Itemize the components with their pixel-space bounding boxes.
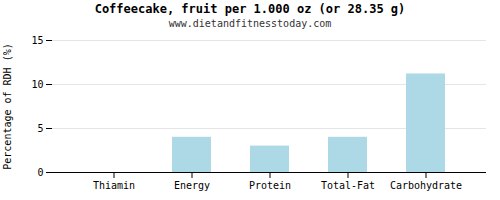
svg-text:Percentage of RDH (%): Percentage of RDH (%) — [2, 43, 13, 169]
svg-text:Energy: Energy — [174, 180, 210, 191]
svg-text:Carbohydrate: Carbohydrate — [390, 180, 462, 191]
svg-text:10: 10 — [31, 79, 43, 90]
html-text:www.dietandfitnesstoday.com: www.dietandfitnesstoday.com — [168, 18, 332, 29]
svg-text:15: 15 — [31, 35, 43, 46]
svg-text:Protein: Protein — [249, 180, 291, 191]
svg-text:Total-Fat: Total-Fat — [321, 180, 375, 191]
svg-text:0: 0 — [37, 167, 43, 178]
svg-text:Thiamin: Thiamin — [93, 180, 135, 191]
html-text:Coffeecake, fruit per 1.000 oz: Coffeecake, fruit per 1.000 oz (or 28.35… — [94, 2, 406, 16]
svg-text:5: 5 — [37, 123, 43, 134]
